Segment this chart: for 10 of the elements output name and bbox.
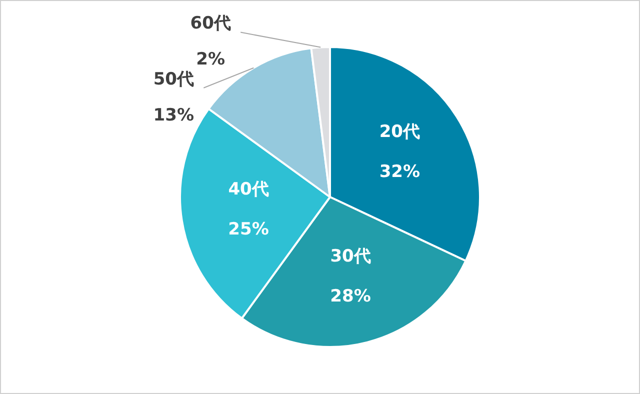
data-label: 28% [330, 286, 371, 306]
slice-label: 30代 [330, 246, 371, 266]
data-label: 25% [228, 219, 269, 240]
slice-label: 40代 [228, 179, 269, 200]
data-label: 32% [379, 162, 420, 182]
data-label: 13% [153, 105, 194, 126]
slice-label: 60代 [190, 14, 231, 34]
slice-label: 20代 [379, 122, 420, 142]
data-label: 2% [196, 50, 226, 70]
slice-label: 50代 [153, 69, 194, 90]
